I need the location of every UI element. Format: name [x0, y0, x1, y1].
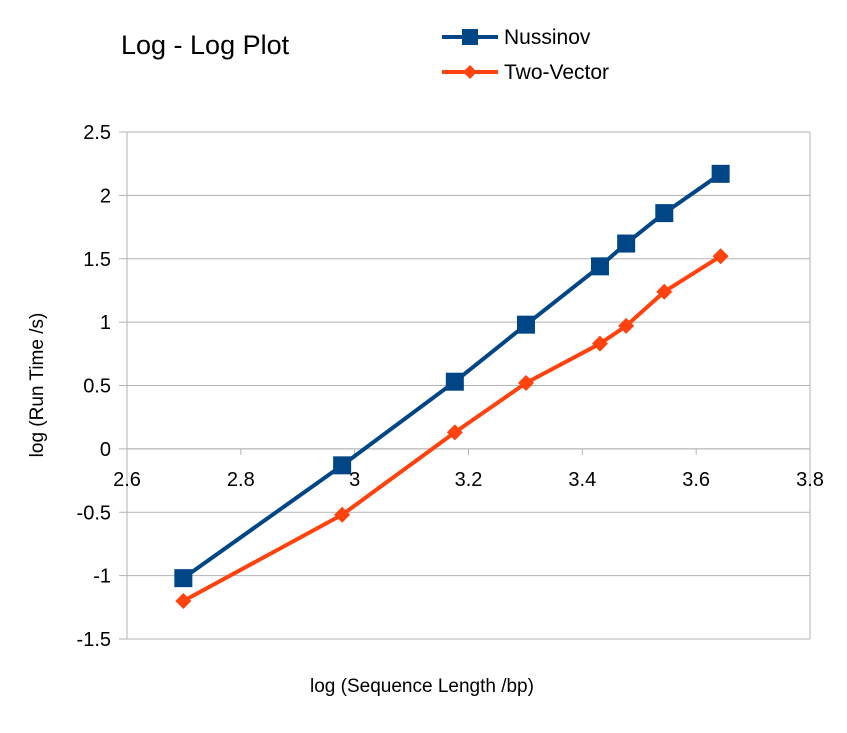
series-two-vector-line	[182, 254, 722, 603]
legend-label-two-vector: Two-Vector	[504, 61, 610, 84]
series-nussinov-point	[445, 372, 464, 391]
y-axis-title: log (Run Time /s)	[27, 312, 48, 458]
series-two-vector-point	[591, 335, 608, 352]
y-tick-label: 2	[100, 185, 111, 207]
x-tick-label: 3.2	[455, 469, 483, 491]
legend-item-nussinov: Nussinov	[442, 23, 652, 51]
x-tick-label: 2.6	[113, 469, 141, 491]
legend-swatch-nussinov	[442, 29, 498, 45]
series-two-vector-point	[618, 317, 635, 334]
y-tick-label: -0.5	[77, 502, 111, 524]
series-two-vector-point	[175, 592, 192, 609]
series-two-vector-point	[656, 283, 673, 300]
x-tick-label: 3.4	[568, 469, 596, 491]
series-two-vector-point	[334, 506, 351, 523]
x-tick-label: 3	[349, 469, 360, 491]
series-two-vector-point	[712, 248, 729, 265]
x-axis-title: log (Sequence Length /bp)	[310, 676, 534, 697]
x-tick-label: 2.8	[227, 469, 255, 491]
series-nussinov-point	[516, 315, 535, 334]
series-nussinov-point	[617, 234, 636, 253]
chart-title: Log - Log Plot	[121, 30, 290, 60]
y-tick-label: 1.5	[83, 249, 111, 271]
series-nussinov-point	[590, 257, 609, 276]
y-tick-label: -1.5	[77, 629, 111, 651]
series-nussinov-point	[174, 569, 193, 588]
y-tick-label: -1	[93, 566, 111, 588]
legend-swatch-two-vector	[442, 65, 498, 79]
legend-item-two-vector: Two-Vector	[442, 58, 652, 86]
y-tick-label: 0	[100, 439, 111, 461]
series-nussinov-point	[333, 456, 352, 475]
y-tick-label: 2.5	[83, 122, 111, 144]
series-two-vector-point	[446, 424, 463, 441]
legend-label-nussinov: Nussinov	[504, 26, 591, 49]
x-tick-label: 3.6	[682, 469, 710, 491]
y-tick-label: 1	[100, 312, 111, 334]
series-two-vector-point	[517, 374, 534, 391]
legend: Nussinov Two-Vector	[442, 20, 652, 90]
y-tick-label: 0.5	[83, 376, 111, 398]
series-nussinov-point	[711, 164, 730, 183]
x-tick-label: 3.8	[796, 469, 824, 491]
series-nussinov-point	[655, 204, 674, 223]
